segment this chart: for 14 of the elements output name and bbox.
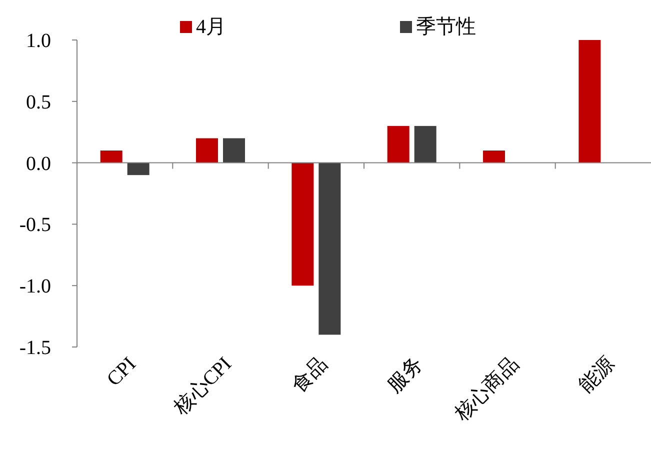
y-tick-label: -0.5: [19, 214, 51, 236]
legend-label: 季节性: [416, 16, 476, 38]
x-tick-label: 食品: [288, 352, 332, 397]
y-tick-label: 0.5: [26, 91, 51, 114]
y-tick-label: -1.0: [19, 276, 51, 298]
x-tick-label: 核心CPI: [169, 352, 236, 420]
x-tick-label: 服务: [384, 352, 428, 397]
legend-label: 4月: [196, 16, 226, 38]
y-tick-label: 1.0: [26, 30, 51, 52]
y-tick-label: 0.0: [26, 152, 51, 175]
x-tick-label: CPI: [102, 352, 140, 391]
x-tick-label: 核心商品: [450, 352, 524, 426]
y-tick-label: -1.5: [19, 337, 51, 359]
x-tick-label: 能源: [574, 352, 619, 397]
